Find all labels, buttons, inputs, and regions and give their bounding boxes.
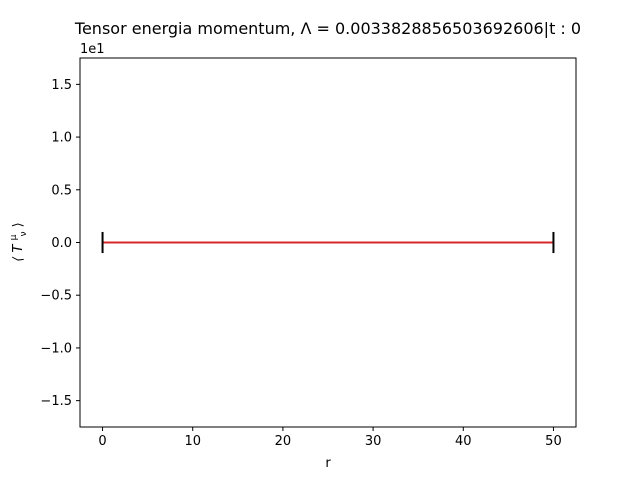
x-tick-label: 20 [275, 434, 292, 449]
y-tick-label: 1.5 [51, 78, 72, 93]
x-axis-label: r [325, 456, 331, 471]
y-tick-label: −1.5 [40, 394, 72, 409]
y-axis-label-group: ⟨ T μ ν ⟩ [5, 222, 30, 261]
x-axis: 0 10 20 30 40 50 [98, 427, 562, 449]
y-axis: −1.5 −1.0 −0.5 0.0 0.5 1.0 1.5 [40, 78, 80, 409]
x-tick-label: 50 [545, 434, 562, 449]
y-axis-label-subscript: ν [19, 232, 29, 237]
y-tick-label: −0.5 [40, 289, 72, 304]
y-axis-label: ⟨ T μ ν ⟩ [5, 222, 30, 261]
plot-area [79, 57, 577, 428]
y-tick-label: 0.5 [51, 183, 72, 198]
x-tick-label: 0 [98, 434, 106, 449]
y-tick-label: 1.0 [51, 131, 72, 146]
y-axis-label-close: ⟩ [11, 222, 26, 227]
y-axis-label-superscript: μ [9, 234, 19, 240]
boundary-markers [101, 231, 555, 254]
y-axis-label-main: ⟨ T [11, 244, 26, 262]
x-tick-label: 10 [184, 434, 201, 449]
y-offset-text: 1e1 [80, 42, 105, 57]
chart-title: Tensor energia momentum, Λ = 0.003382885… [74, 19, 581, 38]
y-tick-label: −1.0 [40, 341, 72, 356]
x-tick-label: 30 [365, 434, 382, 449]
y-tick-label: 0.0 [51, 236, 72, 251]
x-tick-label: 40 [455, 434, 472, 449]
